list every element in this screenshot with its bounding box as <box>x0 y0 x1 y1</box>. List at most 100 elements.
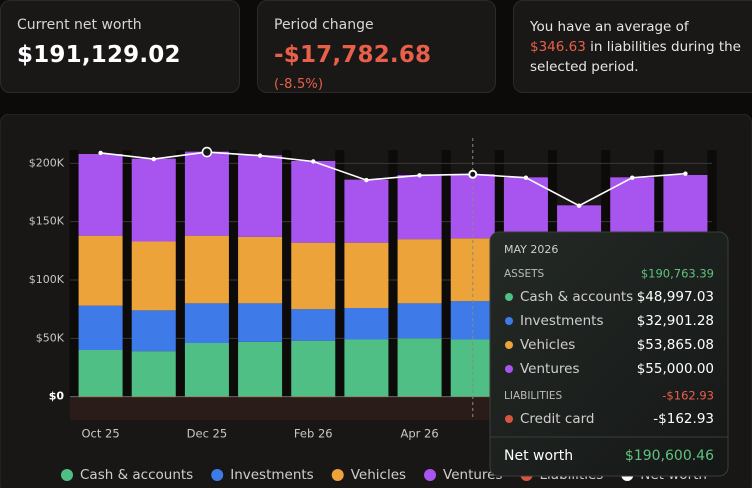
tooltip-section-value: -$162.93 <box>662 389 714 403</box>
tooltip-row-label: Investments <box>520 313 604 329</box>
y-tick-label: $100K <box>29 273 65 286</box>
tooltip-row-value: $32,901.28 <box>637 313 714 329</box>
legend-swatch <box>211 469 224 481</box>
card-change: (-8.5%) <box>274 77 324 92</box>
liabilities-card: You have an average of $346.63 in liabil… <box>513 0 752 93</box>
x-tick-label: Feb 26 <box>294 427 333 441</box>
card-value: $191,129.02 <box>17 42 181 68</box>
legend-label: Investments <box>230 467 314 483</box>
legend-swatch <box>61 469 73 481</box>
tooltip-dot <box>505 317 513 325</box>
y-tick-label: $150K <box>29 215 65 228</box>
bar-segment <box>78 350 123 397</box>
card-value-row: -$17,782.68 (-8.5%) <box>274 42 479 94</box>
y-tick-label: $0 <box>49 390 65 403</box>
tooltip-net-label: Net worth <box>504 448 573 464</box>
bar-segment <box>78 305 123 350</box>
hover-point <box>468 169 478 179</box>
tooltip-section-value: $190,763.39 <box>641 267 714 281</box>
note-amount: $346.63 <box>530 39 586 55</box>
bar-segment <box>344 308 389 340</box>
line-point <box>98 150 103 156</box>
bar-segment <box>238 303 283 342</box>
x-tick-label: Oct 25 <box>81 427 119 441</box>
line-point <box>151 156 156 162</box>
column-gap <box>175 150 185 397</box>
card-label: Current net worth <box>17 17 142 33</box>
tooltip-row-label: Ventures <box>520 361 580 377</box>
chart: $0 $50K $100K $150K $200K Oct 25 Dec 25 Feb 26 A… <box>0 114 752 488</box>
y-tick-label: $50K <box>36 331 65 344</box>
line-point <box>630 175 635 180</box>
card-label: Period change <box>274 17 374 33</box>
line-point <box>576 203 582 208</box>
column-gap <box>282 150 292 397</box>
tooltip-dot <box>505 365 513 373</box>
x-tick-label: Apr 26 <box>400 427 438 441</box>
bar-segment <box>184 151 229 236</box>
tooltip-row-label: Cash & accounts <box>520 289 633 305</box>
column-gap <box>122 150 132 397</box>
note-prefix: You have an average of <box>530 19 689 35</box>
bar-segment <box>291 242 336 310</box>
x-tick-label: Dec 25 <box>187 427 228 441</box>
card-value: -$17,782.68 <box>274 42 432 68</box>
bar-segment <box>131 241 176 311</box>
net-worth-line <box>100 151 686 207</box>
tooltip <box>489 231 729 477</box>
net-worth-card: Current net worth $191,129.02 <box>0 0 240 93</box>
note: You have an average of $346.63 in liabil… <box>530 17 745 77</box>
bar-segment <box>184 303 229 343</box>
bar-segment <box>291 309 336 341</box>
column-gap <box>228 150 239 397</box>
column-gap <box>335 150 345 397</box>
bar-segment <box>344 179 389 243</box>
bar-segment <box>610 177 655 237</box>
tooltip-row-label: Credit card <box>520 411 594 427</box>
line-point <box>364 177 369 183</box>
bar-segment <box>184 235 229 304</box>
tooltip-dot <box>505 415 513 423</box>
bar-segment <box>238 341 283 397</box>
bar-segment <box>184 343 229 397</box>
bar-segment <box>397 239 442 304</box>
note-suffix: in liabilities during the selected perio… <box>530 39 741 75</box>
bar-segment <box>131 158 176 242</box>
tooltip-dot <box>505 341 513 349</box>
line-point <box>417 173 422 178</box>
tooltip-title: MAY 2026 <box>504 243 558 256</box>
bar-segment <box>344 242 389 308</box>
bar-segment <box>344 339 389 397</box>
period-change-card: Period change -$17,782.68 (-8.5%) <box>257 0 496 93</box>
bar-segment <box>503 177 548 238</box>
line-point <box>683 171 688 176</box>
bar-segment <box>397 338 442 397</box>
line-point <box>311 159 316 164</box>
legend-label: Cash & accounts <box>80 467 193 483</box>
tooltip-row-value: $53,865.08 <box>637 337 714 353</box>
tooltip-row-value: $48,997.03 <box>637 289 714 305</box>
bar-segment <box>397 303 442 339</box>
tooltip-row-value: -$162.93 <box>653 411 714 427</box>
column-gap <box>388 150 398 397</box>
bar-segment <box>238 155 283 237</box>
column-gap <box>69 150 79 397</box>
bar-segment <box>131 310 176 352</box>
highlight-point <box>201 146 213 158</box>
tooltip-row-label: Vehicles <box>520 337 575 353</box>
column-gap <box>441 150 451 397</box>
legend-label: Ventures <box>443 467 503 483</box>
bar-segment <box>663 175 708 233</box>
tooltip-dot <box>505 293 513 301</box>
bar-segment <box>78 235 123 306</box>
legend-swatch <box>424 469 437 481</box>
bar-segment <box>78 154 123 236</box>
legend-label: Vehicles <box>351 467 406 483</box>
legend-swatch <box>331 469 344 481</box>
line-point <box>257 153 263 158</box>
y-tick-label: $200K <box>29 156 65 169</box>
tooltip-net-value: $190,600.46 <box>625 448 714 464</box>
line-point <box>523 175 529 180</box>
tooltip-section: ASSETS <box>504 268 545 280</box>
